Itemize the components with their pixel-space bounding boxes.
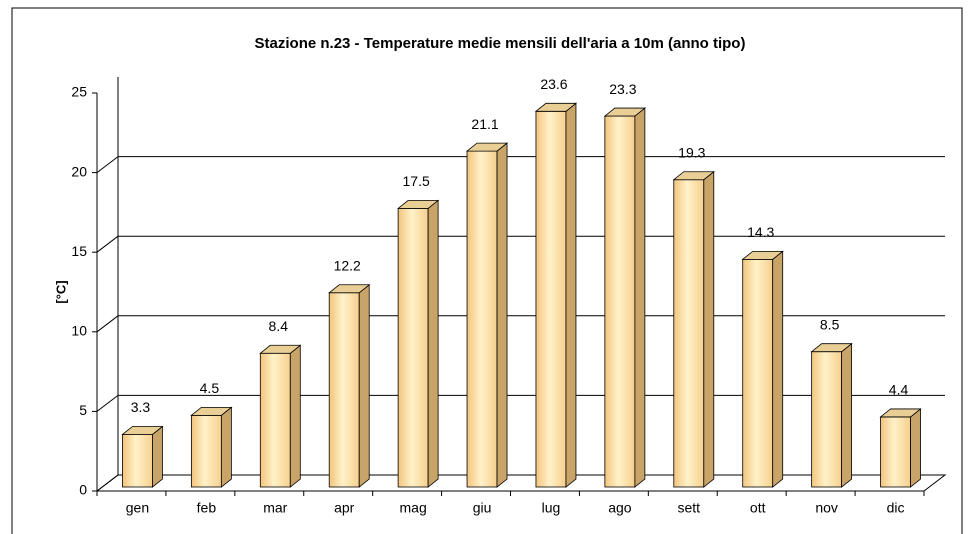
x-tick-label: dic (887, 500, 905, 516)
value-label: 12.2 (334, 257, 361, 273)
bar (673, 179, 705, 488)
bar (328, 292, 360, 488)
bar (466, 150, 498, 488)
bar-side (841, 342, 853, 488)
x-tick-label: sett (678, 500, 701, 516)
grid-line (96, 315, 119, 333)
value-label: 23.6 (540, 76, 567, 92)
value-label: 19.3 (678, 144, 705, 160)
bar-top (259, 344, 302, 354)
x-tick-label: ago (608, 500, 632, 516)
bar-top (741, 250, 784, 260)
bar (535, 110, 567, 488)
value-label: 17.5 (403, 173, 430, 189)
bar-side (565, 102, 577, 488)
value-label: 4.4 (889, 382, 909, 398)
bar-top (672, 171, 715, 181)
value-label: 21.1 (471, 116, 498, 132)
bar (259, 352, 291, 488)
bar (880, 416, 911, 488)
bar (604, 115, 636, 488)
bar-side (634, 107, 646, 488)
x-tick-label: apr (334, 500, 355, 516)
bar-top (396, 200, 440, 209)
bar-top (534, 102, 578, 112)
bar-top (810, 343, 853, 353)
x-tick-label: nov (815, 500, 838, 516)
bar-side (289, 344, 301, 488)
y-tick-label: 25 (71, 84, 87, 100)
x-tick-label: mag (400, 500, 427, 516)
chart-title: Stazione n.23 - Temperature medie mensil… (255, 35, 746, 52)
bar-side (772, 250, 784, 488)
y-tick-label: 0 (79, 482, 87, 498)
grid-line (96, 235, 119, 253)
bar-top (879, 408, 922, 418)
value-label: 4.5 (200, 380, 220, 396)
x-tick-label: gen (126, 500, 149, 516)
bar-side (152, 425, 163, 488)
bar-side (427, 199, 439, 488)
value-label: 14.3 (747, 224, 774, 240)
value-label: 8.5 (820, 316, 840, 332)
value-label: 8.4 (269, 318, 289, 334)
x-tick-label: mar (263, 500, 287, 516)
bar-top (121, 426, 164, 435)
bar-top (190, 406, 233, 416)
x-tick-label: ott (750, 500, 766, 516)
y-tick-label: 10 (71, 323, 87, 339)
bar-side (358, 283, 370, 488)
y-tick-label: 15 (71, 243, 87, 259)
bar-side (910, 408, 921, 488)
x-tick-label: lug (542, 500, 561, 516)
bar (397, 207, 429, 488)
bar (190, 414, 222, 488)
bar-top (603, 107, 647, 117)
bar-side (703, 170, 715, 488)
bar (122, 434, 153, 488)
value-label: 3.3 (131, 399, 151, 415)
x-tick-label: giu (473, 500, 492, 516)
value-label: 23.3 (609, 81, 636, 97)
bar-side (220, 406, 232, 488)
bar-top (328, 284, 371, 294)
bar (742, 258, 774, 488)
y-axis-label: [°C] (53, 280, 68, 303)
grid-line (96, 395, 119, 412)
bar (811, 351, 843, 488)
grid-line (96, 156, 119, 173)
y-tick-label: 5 (79, 402, 87, 418)
y-tick-label: 20 (71, 163, 87, 179)
bar-side (496, 142, 508, 488)
x-tick-label: feb (197, 500, 217, 516)
bar-top (465, 142, 509, 152)
